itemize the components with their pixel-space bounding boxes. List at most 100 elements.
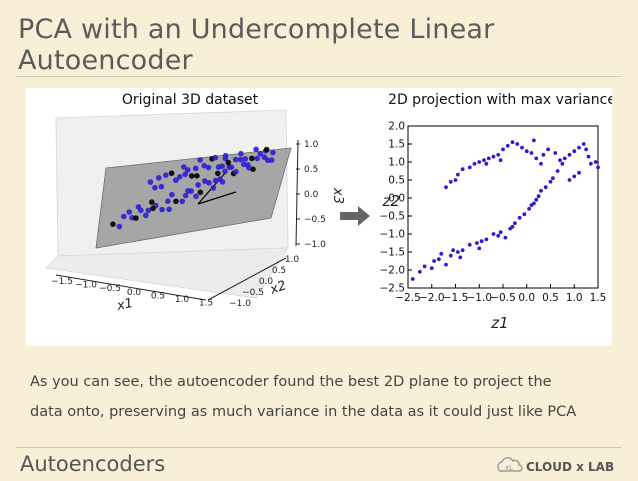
scatter-point-3d: [228, 164, 235, 170]
chart-3d-title: Original 3D dataset: [122, 92, 259, 108]
scatter-point-3d: [206, 180, 212, 186]
scatter-point-2d: [501, 147, 505, 152]
scatter-point-2d: [534, 156, 539, 161]
scatter-point-2d: [577, 145, 581, 150]
scatter-point-2d: [484, 237, 489, 242]
cloud-icon: xL CLOUD x LAB: [497, 457, 614, 474]
y-tick-labels-2d: 2.0 1.5 1.0 0.5 0.0 −0.5 −1.0 −1.5 −2.0 −2.5: [380, 121, 412, 295]
x-tick-label-2d: −1.0: [467, 292, 493, 304]
scatter-point-3d: [249, 155, 255, 162]
scatter-point-3d: [156, 175, 162, 181]
x-tick-label-2d: 0.0: [518, 292, 535, 304]
axis-label-x2: x2: [267, 278, 288, 298]
scatter-point-3d: [193, 193, 199, 200]
scatter-point-3d: [166, 206, 172, 213]
scatter-point-2d: [455, 172, 460, 177]
y-tick-label: 1.0: [285, 255, 300, 265]
scatter-point-2d: [539, 188, 543, 193]
y-tick-label-2d: −2.5: [380, 283, 406, 295]
scatter-point-2d: [588, 161, 593, 166]
scatter-point-2d: [453, 178, 458, 182]
scatter-point-3d: [147, 179, 154, 185]
scatter-point-3d: [168, 170, 175, 176]
scatter-point-2d: [444, 185, 448, 190]
scatter-point-2d: [429, 266, 434, 271]
axis-label-x3: x3: [330, 187, 345, 204]
scatter-point-3d: [163, 172, 169, 178]
scatter-point-3d: [182, 171, 188, 178]
z-tick-label: 1.0: [304, 140, 319, 150]
chart-2d-title: 2D projection with max variance: [388, 92, 612, 108]
scatter-point-2d: [524, 149, 529, 154]
x-tick-label: −0.5: [99, 284, 121, 294]
y-tick-label: −1.0: [229, 299, 251, 309]
scatter-point-3d: [181, 164, 187, 170]
scatter-point-3d: [116, 223, 123, 230]
scatter-point-3d: [152, 184, 158, 191]
scatter-point-2d: [460, 248, 465, 253]
scatter-point-2d: [451, 248, 456, 253]
y-axis-line: [207, 257, 287, 301]
y-tick-label-2d: 0.5: [388, 175, 405, 187]
x-tick-label-2d: 1.5: [590, 292, 607, 304]
scatter-point-3d: [192, 165, 199, 172]
points-3d: [110, 146, 276, 230]
scatter-point-2d: [472, 161, 477, 166]
scatter-point-3d: [222, 152, 229, 159]
x-tick-label: −1.5: [51, 277, 73, 287]
scatter-point-3d: [238, 150, 244, 157]
scatter-point-3d: [165, 198, 171, 204]
y-tick-label: −0.5: [242, 288, 264, 298]
y-tick-label-2d: −1.0: [380, 229, 406, 241]
scatter-point-2d: [522, 212, 527, 217]
scatter-point-2d: [467, 165, 472, 170]
z-axis-line: [295, 139, 299, 247]
axis-label-z2: z2: [382, 192, 400, 210]
scatter-point-3d: [133, 215, 139, 221]
scatter-point-2d: [496, 152, 501, 157]
scatter-point-2d: [512, 221, 517, 226]
y-tick-label-2d: 1.5: [388, 139, 405, 151]
scatter-point-2d: [432, 259, 437, 263]
scatter-point-2d: [503, 235, 508, 240]
svg-text:xL: xL: [505, 464, 513, 472]
scatter-point-3d: [195, 182, 201, 188]
scatter-point-3d: [219, 163, 225, 169]
scatter-point-2d: [520, 145, 524, 150]
z-tick-label: −0.5: [304, 215, 326, 225]
scatter-point-2d: [477, 246, 482, 251]
scatter-point-2d: [439, 251, 444, 256]
scatter-point-3d: [246, 165, 252, 171]
scatter-point-2d: [510, 140, 515, 145]
caption-line-1: As you can see, the autoencoder found th…: [30, 374, 552, 390]
x-tick-label: 1.5: [199, 299, 213, 309]
scatter-point-2d: [527, 206, 532, 211]
scatter-point-3d: [250, 166, 256, 172]
pc2-vector: [197, 191, 237, 205]
scatter-point-3d: [215, 170, 221, 177]
footer-divider: [16, 447, 622, 448]
scatter-point-3d: [232, 156, 239, 163]
scatter-point-3d: [197, 157, 203, 163]
scatter-point-2d: [558, 158, 562, 163]
x-axis-line: [55, 274, 207, 301]
scatter-point-3d: [268, 157, 275, 163]
scatter-point-3d: [158, 183, 165, 190]
scatter-point-3d: [150, 205, 156, 212]
scatter-point-2d: [534, 197, 539, 202]
scatter-point-3d: [254, 155, 260, 162]
z-tick-label: 0.5: [304, 165, 318, 175]
x-tick-labels: −1.5 −1.0 −0.5 0.0 0.5 1.0 1.5: [51, 277, 213, 309]
plot-area-2d: [407, 125, 599, 289]
x-tick-label-2d: −0.5: [490, 292, 516, 304]
y-tick-label-2d: 0.0: [388, 193, 405, 205]
figure-panel: Original 3D dataset 1.0 0.5 0.0 −0.5 −1.0 −1…: [26, 88, 612, 346]
scatter-point-2d: [486, 156, 491, 161]
scatter-point-3d: [241, 161, 247, 168]
scatter-point-2d: [444, 262, 448, 267]
scatter-point-2d: [548, 179, 553, 184]
x-tick-label: 1.0: [175, 295, 190, 305]
scatter-point-3d: [219, 179, 226, 185]
scatter-point-3d: [253, 146, 259, 153]
scatter-point-2d: [584, 147, 589, 152]
